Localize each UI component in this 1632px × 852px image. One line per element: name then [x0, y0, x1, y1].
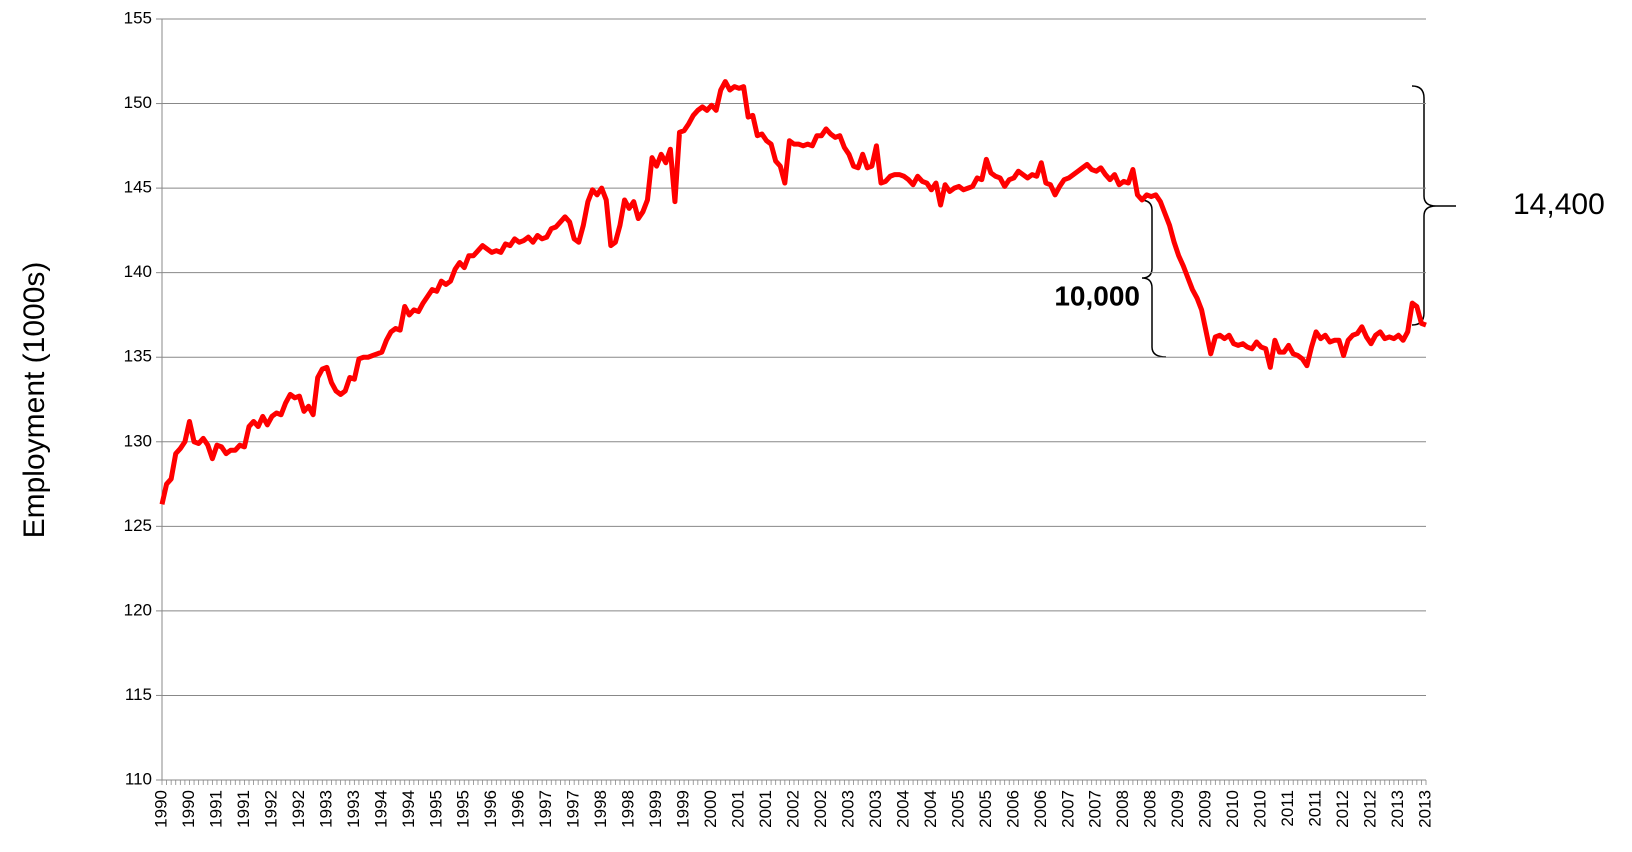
x-tick-label: 2012 — [1361, 790, 1380, 828]
x-tick-label: 2006 — [1003, 790, 1022, 828]
x-tick-label: 1995 — [454, 790, 473, 828]
x-tick-label: 1993 — [344, 790, 363, 828]
x-tick-label: 2009 — [1196, 790, 1215, 828]
x-tick-label: 2011 — [1278, 790, 1297, 827]
brace — [1411, 85, 1437, 326]
x-tick-label: 1999 — [674, 790, 693, 828]
x-tick-label: 1990 — [179, 790, 198, 828]
x-tick-label: 2006 — [1031, 790, 1050, 828]
x-tick-label: 2007 — [1086, 790, 1105, 828]
x-tick-label: 2011 — [1306, 790, 1325, 827]
y-tick-label: 145 — [124, 178, 152, 197]
y-tick-label: 155 — [124, 8, 152, 27]
x-tick-label: 1996 — [509, 790, 528, 828]
x-tick-label: 2007 — [1058, 790, 1077, 828]
x-tick-label: 1995 — [426, 790, 445, 828]
x-tick-label: 1993 — [316, 790, 335, 828]
x-tick-label: 1991 — [234, 790, 253, 828]
x-tick-label: 1994 — [399, 790, 418, 828]
x-tick-label: 2008 — [1113, 790, 1132, 828]
x-tick-label: 2001 — [756, 790, 775, 828]
x-tick-label: 2009 — [1168, 790, 1187, 828]
x-tick-label: 2005 — [976, 790, 995, 828]
x-tick-label: 2012 — [1333, 790, 1352, 828]
x-tick-label: 2005 — [948, 790, 967, 828]
x-tick-label: 1997 — [536, 790, 555, 828]
x-tick-label: 2010 — [1223, 790, 1242, 828]
x-tick-label: 2000 — [701, 790, 720, 828]
y-tick-label: 130 — [124, 431, 152, 450]
x-tick-label: 1994 — [371, 790, 390, 828]
x-tick-label: 2002 — [811, 790, 830, 828]
y-tick-label: 135 — [124, 347, 152, 366]
y-tick-label: 120 — [124, 600, 152, 619]
annotation: 10,000 — [1054, 280, 1140, 311]
x-tick-label: 1997 — [564, 790, 583, 828]
y-tick-label: 110 — [125, 769, 152, 788]
x-tick-label: 2004 — [921, 790, 940, 828]
y-tick-label: 115 — [125, 685, 152, 704]
x-tick-label: 2010 — [1251, 790, 1270, 828]
x-tick-label: 2003 — [866, 790, 885, 828]
x-tick-label: 2013 — [1415, 790, 1434, 828]
brace — [1139, 199, 1167, 358]
y-tick-label: 150 — [124, 93, 152, 112]
x-tick-label: 1992 — [261, 790, 280, 828]
line-series — [159, 79, 1427, 505]
x-tick-label: 1990 — [151, 790, 170, 828]
x-tick-label: 2004 — [893, 790, 912, 828]
x-tick-label: 1999 — [646, 790, 665, 828]
x-tick-label: 1996 — [481, 790, 500, 828]
y-axis-label: Employment (1000s) — [18, 262, 51, 539]
x-tick-label: 2001 — [729, 790, 748, 828]
x-tick-label: 2003 — [838, 790, 857, 828]
y-tick-label: 140 — [124, 262, 152, 281]
x-tick-label: 1998 — [591, 790, 610, 828]
y-tick-label: 125 — [124, 516, 152, 535]
annotation: 14,400 — [1513, 188, 1605, 221]
x-tick-label: 2013 — [1388, 790, 1407, 828]
x-tick-label: 1992 — [289, 790, 308, 828]
x-tick-label: 1998 — [619, 790, 638, 828]
x-tick-label: 2002 — [783, 790, 802, 828]
x-tick-label: 2008 — [1141, 790, 1160, 828]
x-tick-label: 1991 — [206, 790, 225, 828]
